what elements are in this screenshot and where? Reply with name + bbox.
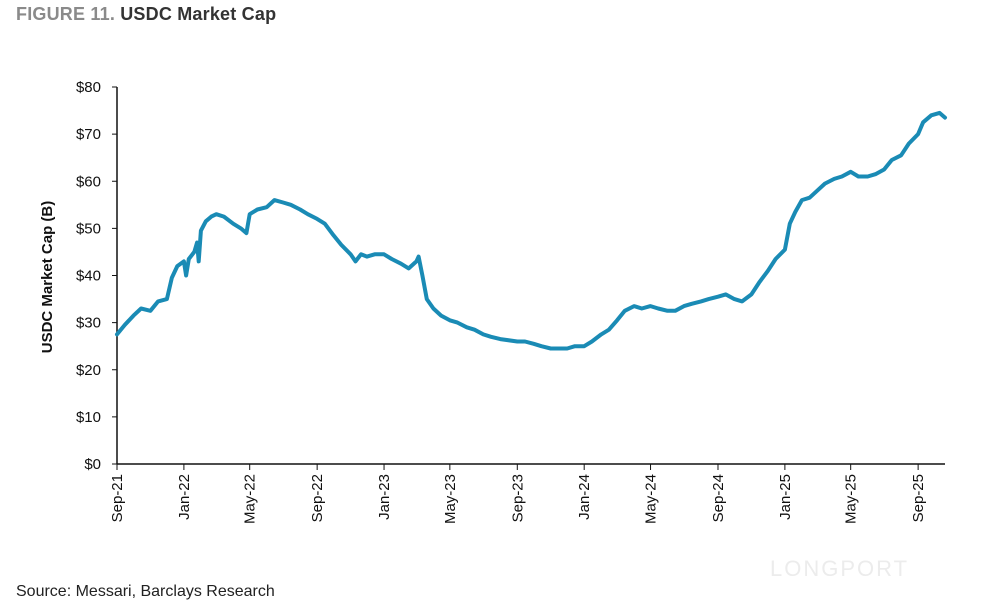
series-line-usdc-market-cap [115, 110, 947, 351]
y-tick-label: $0 [84, 456, 101, 473]
x-tick-label: Sep-22 [309, 474, 326, 522]
x-tick-label: Jan-24 [576, 474, 593, 520]
y-tick-label: $70 [76, 126, 101, 143]
figure-number: FIGURE 11. [16, 4, 116, 24]
figure-title: FIGURE 11. USDC Market Cap [16, 4, 276, 25]
x-tick-label: Sep-23 [509, 474, 526, 522]
y-tick-label: $10 [76, 409, 101, 426]
y-axis-title: USDC Market Cap (B) [39, 201, 56, 354]
x-tick-label: Jan-23 [376, 474, 393, 520]
y-tick-label: $80 [76, 79, 101, 96]
x-tick-label: May-23 [442, 474, 459, 524]
x-tick-label: Sep-24 [710, 474, 727, 522]
y-tick-label: $30 [76, 315, 101, 332]
x-tick-label: Jan-25 [777, 474, 794, 520]
x-tick-label: Sep-21 [109, 474, 126, 522]
y-tick-label: $40 [76, 268, 101, 285]
x-tick-label: Jan-22 [176, 474, 193, 520]
y-tick-label: $20 [76, 362, 101, 379]
x-tick-label: May-25 [843, 474, 860, 524]
y-tick-label: $60 [76, 173, 101, 190]
x-tick-group: Sep-21 Jan-22 May-22 Sep-22 Jan-23 May-23 Sep-… [109, 464, 927, 524]
y-tick-group: $0 $10 $20 $30 $40 $50 $60 $70 $80 [76, 79, 117, 473]
source-note: Source: Messari, Barclays Research [16, 583, 275, 600]
x-tick-label: May-24 [643, 474, 660, 524]
x-tick-label: May-22 [242, 474, 259, 524]
x-tick-label: Sep-25 [910, 474, 927, 522]
x-axis: Sep-21 Jan-22 May-22 Sep-22 Jan-23 May-23 Sep-… [109, 463, 945, 524]
y-tick-label: $50 [76, 220, 101, 237]
chart-title: USDC Market Cap [120, 4, 277, 24]
watermark: LONGPORT [770, 556, 910, 581]
y-axis: $0 $10 $20 $30 $40 $50 $60 $70 $80 [76, 79, 118, 473]
